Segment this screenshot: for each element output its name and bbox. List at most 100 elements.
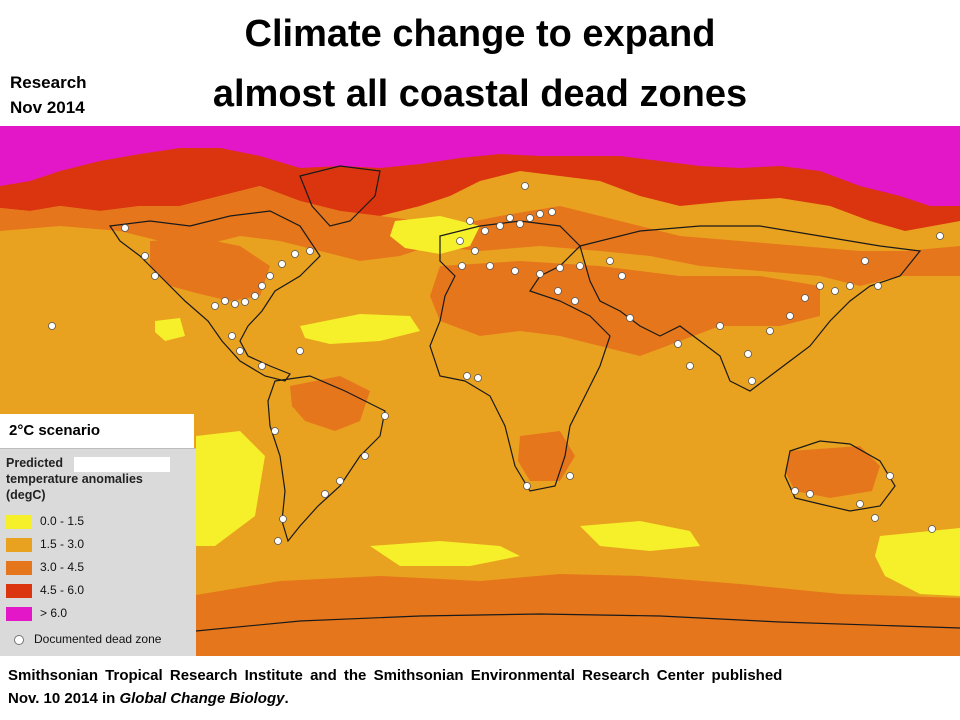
legend-item-0-1.5: 0.0 - 1.5 — [6, 512, 84, 530]
legend-label: > 6.0 — [40, 606, 68, 620]
legend-swatch-orange — [6, 537, 32, 552]
dead-zone-dot — [258, 362, 266, 370]
dead-zone-dot — [526, 214, 534, 222]
dead-zone-dot — [141, 252, 149, 260]
legend-label: 4.5 - 6.0 — [40, 583, 85, 597]
dead-zone-dot — [806, 490, 814, 498]
dead-zone-dot — [321, 490, 329, 498]
outline-antarctica — [195, 613, 960, 632]
dead-zone-dot — [686, 362, 694, 370]
map-legend: Predicted temperature anomalies (degC) 0… — [0, 448, 196, 656]
footer-line-2-prefix: Nov. 10 2014 in — [8, 690, 120, 707]
dead-zone-dot — [516, 220, 524, 228]
dead-zone-dot — [221, 297, 229, 305]
dead-zone-dot — [536, 210, 544, 218]
dead-zone-dot — [481, 227, 489, 235]
dead-zone-dot — [274, 537, 282, 545]
dead-zone-dot — [258, 282, 266, 290]
dead-zone-dot — [816, 282, 824, 290]
legend-title-line-1: Predicted — [6, 456, 63, 470]
dead-zone-dot — [556, 264, 564, 272]
footer-line-1: Smithsonian Tropical Research Institute … — [8, 667, 783, 684]
badge-line-1: Research — [10, 73, 87, 92]
outline-north-america — [108, 210, 321, 382]
dead-zone-dot — [548, 208, 556, 216]
dead-zone-dot — [291, 250, 299, 258]
dead-zone-dot — [266, 272, 274, 280]
dead-zone-dot — [554, 287, 562, 295]
dead-zone-dot — [831, 287, 839, 295]
legend-label: 1.5 - 3.0 — [40, 537, 85, 551]
dead-zone-dot — [456, 237, 464, 245]
legend-item-1.5-3.0: 1.5 - 3.0 — [6, 535, 84, 553]
dead-zone-dot — [306, 247, 314, 255]
legend-swatch-red — [6, 583, 32, 598]
dead-zone-dot — [241, 298, 249, 306]
dead-zone-dot — [928, 525, 936, 533]
anomaly-zone-warm-australia — [785, 446, 880, 498]
dead-zone-dot — [361, 452, 369, 460]
outline-asia — [579, 225, 922, 392]
anomaly-zone-extreme-arctic — [0, 126, 960, 206]
dead-zone-dot — [618, 272, 626, 280]
anomaly-zone-cool-tropical-atlantic — [300, 314, 420, 344]
scenario-label: 2°C scenario — [0, 414, 194, 448]
dead-zone-dot — [786, 312, 794, 320]
dead-zone-dot — [228, 332, 236, 340]
dead-zone-dot — [511, 267, 519, 275]
dead-zone-dot — [874, 282, 882, 290]
footer-line-2: Nov. 10 2014 in Global Change Biology. — [8, 687, 938, 710]
anomaly-zone-cool-south-atlantic — [370, 541, 520, 566]
legend-item-over-6: > 6.0 — [6, 604, 67, 622]
legend-label: 0.0 - 1.5 — [40, 514, 85, 528]
dead-zone-dot — [151, 272, 159, 280]
anomaly-zone-warm-asia — [430, 261, 820, 356]
legend-swatch-dark-orange — [6, 560, 32, 575]
anomaly-zone-warm-north — [0, 186, 960, 286]
dead-zone-dot — [296, 347, 304, 355]
legend-title-line-2: temperature anomalies — [6, 472, 143, 486]
dead-zone-dot — [744, 350, 752, 358]
legend-redaction-box — [74, 457, 170, 472]
dead-zone-dot-icon — [14, 634, 24, 645]
dead-zone-dot — [458, 262, 466, 270]
page-title-line-2: almost all coastal dead zones — [212, 73, 748, 115]
dead-zone-dot — [801, 294, 809, 302]
legend-label: 3.0 - 4.5 — [40, 560, 85, 574]
badge-line-2: Nov 2014 — [10, 98, 85, 117]
dead-zone-dot — [471, 247, 479, 255]
dead-zone-dot — [536, 270, 544, 278]
dead-zone-dot — [271, 427, 279, 435]
dead-zone-dot — [121, 224, 129, 232]
dead-zone-dot — [48, 322, 56, 330]
dead-zone-dot — [251, 292, 259, 300]
dead-zone-dot — [716, 322, 724, 330]
anomaly-zone-cool-north-atlantic — [390, 216, 480, 254]
footer-line-2-suffix: . — [284, 690, 289, 707]
legend-item-4.5-6.0: 4.5 - 6.0 — [6, 581, 84, 599]
dead-zone-dot — [871, 514, 879, 522]
anomaly-zone-cool-pacific — [155, 318, 185, 341]
legend-swatch-yellow — [6, 514, 32, 529]
dead-zone-dot — [466, 217, 474, 225]
journal-name: Global Change Biology — [119, 690, 285, 707]
dead-zone-dot — [861, 257, 869, 265]
dead-zone-dot — [474, 374, 482, 382]
outline-south-america — [267, 375, 386, 543]
temperature-anomaly-map — [0, 126, 960, 656]
dead-zone-dot — [463, 372, 471, 380]
dead-zone-dot — [523, 482, 531, 490]
dead-zone-dot — [936, 232, 944, 240]
outline-greenland — [299, 165, 381, 227]
dead-zone-dot — [791, 487, 799, 495]
legend-title-line-3: (degC) — [6, 488, 46, 502]
dead-zone-dot — [231, 300, 239, 308]
dead-zone-dot — [846, 282, 854, 290]
anomaly-zone-cool-south-pacific — [196, 431, 265, 546]
dead-zone-dot — [571, 297, 579, 305]
legend-label: Documented dead zone — [34, 632, 162, 646]
dead-zone-dot — [506, 214, 514, 222]
dead-zone-dot — [279, 515, 287, 523]
anomaly-zone-warm-n-america — [150, 238, 270, 301]
dead-zone-dot — [496, 222, 504, 230]
